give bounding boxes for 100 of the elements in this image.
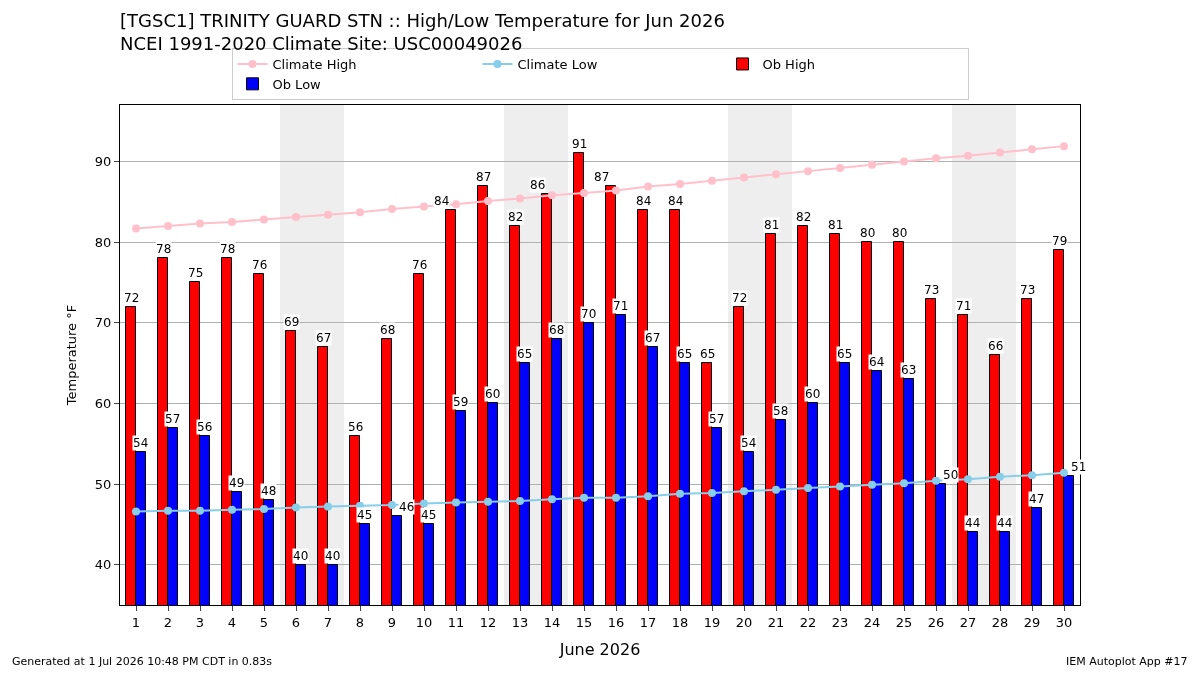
data-label: 79 — [1052, 234, 1068, 248]
x-tick-label: 3 — [195, 614, 205, 630]
data-label: 75 — [188, 266, 204, 280]
x-tick-label: 18 — [671, 614, 689, 630]
data-label: 70 — [581, 307, 597, 321]
data-label: 65 — [700, 347, 716, 361]
y-tick-label: 80 — [94, 234, 112, 250]
point — [996, 148, 1004, 157]
legend-label: Ob High — [762, 57, 815, 73]
x-tick-label: 20 — [735, 614, 753, 630]
x-tick-label: 14 — [543, 614, 561, 630]
point — [676, 489, 684, 498]
data-label: 49 — [229, 476, 245, 490]
data-label: 65 — [837, 347, 853, 361]
legend-label: Climate High — [272, 57, 357, 73]
x-tick-label: 8 — [355, 614, 365, 630]
x-tick-label: 19 — [703, 614, 721, 630]
x-tick-label: 21 — [767, 614, 785, 630]
data-label: 80 — [860, 226, 876, 240]
point — [836, 163, 844, 172]
point — [868, 160, 876, 169]
data-label: 60 — [485, 387, 501, 401]
data-label: 67 — [316, 331, 332, 345]
data-label: 54 — [133, 436, 149, 450]
data-label: 54 — [741, 436, 757, 450]
x-tick-label: 30 — [1055, 614, 1073, 630]
point — [516, 496, 524, 505]
y-tick-label: 40 — [94, 557, 112, 573]
point — [900, 157, 908, 166]
data-label: 91 — [572, 137, 588, 151]
point — [1060, 142, 1068, 151]
data-label: 81 — [828, 218, 844, 232]
point — [676, 180, 684, 189]
point — [580, 493, 588, 502]
data-label: 71 — [613, 299, 629, 313]
point — [196, 506, 204, 515]
x-tick-label: 17 — [639, 614, 657, 630]
data-label: 82 — [796, 210, 812, 224]
data-label: 68 — [380, 323, 396, 337]
point — [228, 217, 236, 226]
point — [644, 492, 652, 501]
x-tick-label: 13 — [511, 614, 529, 630]
data-label: 57 — [165, 412, 181, 426]
point — [388, 501, 396, 509]
point — [932, 476, 940, 485]
point — [548, 495, 556, 504]
data-label: 87 — [476, 170, 492, 184]
y-tick-label: 90 — [94, 154, 112, 169]
x-tick-label: 7 — [323, 614, 333, 630]
data-label: 76 — [252, 258, 268, 272]
x-tick-label: 1 — [131, 614, 141, 630]
data-label: 56 — [197, 420, 213, 434]
x-tick-label: 9 — [387, 614, 397, 630]
point — [804, 167, 812, 176]
text: Generated at 1 Jul 2026 10:48 PM CDT in 0.83s — [12, 655, 273, 668]
point — [740, 487, 748, 496]
point — [292, 213, 300, 222]
data-label: 44 — [965, 516, 981, 530]
data-label: 82 — [508, 210, 524, 224]
point — [196, 219, 204, 228]
x-tick-label: 26 — [927, 614, 945, 630]
data-label: 84 — [636, 194, 652, 208]
x-tick-label: 5 — [259, 614, 269, 630]
x-tick-label: 16 — [607, 614, 625, 630]
point — [996, 472, 1004, 481]
y-axis-title: Temperature °F — [63, 304, 79, 407]
legend-label: Climate Low — [517, 57, 598, 73]
point — [356, 208, 364, 217]
point — [164, 506, 172, 515]
data-label: 87 — [594, 170, 610, 184]
x-tick-label: 6 — [291, 614, 301, 630]
data-label: 40 — [325, 549, 341, 563]
data-label: 63 — [901, 363, 917, 377]
point — [484, 497, 492, 506]
point — [132, 224, 140, 233]
y-tick-label: 60 — [94, 395, 112, 411]
data-label: 64 — [869, 355, 885, 369]
data-label: 60 — [805, 387, 821, 401]
point — [804, 484, 812, 493]
point — [260, 215, 268, 224]
data-label: 59 — [453, 395, 469, 409]
x-tick-label: 11 — [447, 614, 465, 630]
point — [420, 499, 428, 508]
point — [292, 503, 300, 512]
x-tick-label: 28 — [991, 614, 1009, 630]
x-tick-label: 12 — [479, 614, 497, 630]
data-label: 78 — [156, 242, 172, 256]
point — [868, 480, 876, 489]
data-label: 46 — [399, 500, 415, 514]
data-label: 47 — [1029, 492, 1045, 506]
data-label: 86 — [530, 178, 546, 192]
point — [452, 498, 460, 507]
point — [548, 191, 556, 200]
data-label: 81 — [764, 218, 780, 232]
x-tick-label: 4 — [227, 614, 237, 630]
data-label: 72 — [732, 291, 748, 305]
point — [324, 502, 332, 511]
point — [740, 173, 748, 182]
y-tick-label: 50 — [94, 476, 112, 492]
point — [1028, 145, 1036, 154]
